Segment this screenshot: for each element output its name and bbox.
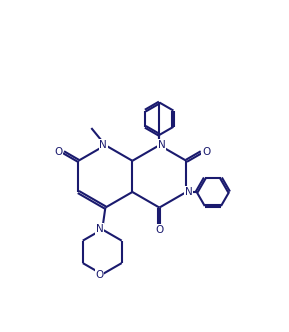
Text: O: O: [95, 270, 103, 280]
Text: N: N: [185, 187, 192, 197]
Text: O: O: [202, 147, 211, 157]
Text: O: O: [155, 225, 164, 235]
Text: N: N: [99, 140, 107, 150]
Text: N: N: [158, 140, 165, 150]
Text: N: N: [96, 224, 103, 234]
Text: O: O: [54, 147, 62, 157]
